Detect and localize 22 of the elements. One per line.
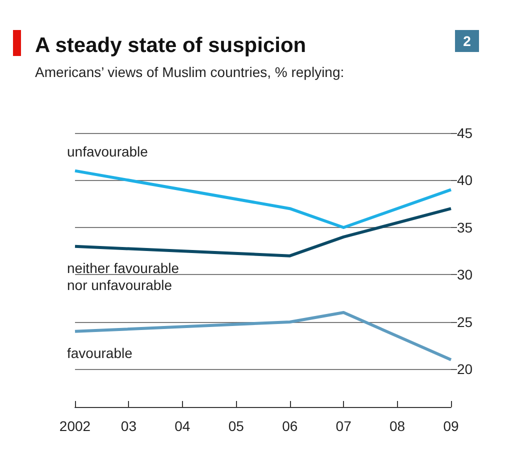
series-label: unfavourable [67, 143, 148, 160]
x-tick-label: 2002 [59, 418, 91, 434]
line-series [74, 207, 452, 258]
x-tick-label: 05 [228, 418, 244, 434]
y-tick-label: 20 [457, 361, 473, 378]
x-tick-label: 04 [174, 418, 190, 434]
chart-title: A steady state of suspicion [35, 34, 306, 57]
series-label: neither favourable nor unfavourable [67, 260, 180, 293]
x-tick-label: 08 [389, 418, 406, 434]
x-tick-label: 03 [120, 418, 137, 434]
y-tick-label: 30 [457, 266, 473, 283]
x-tick-label: 09 [443, 418, 459, 434]
x-tick-label: 07 [336, 418, 352, 434]
y-tick-label: 40 [457, 172, 473, 188]
line-series [74, 169, 452, 229]
y-tick-label: 35 [457, 219, 473, 236]
series-label: favourable [67, 344, 133, 361]
text: 2 [463, 33, 472, 49]
chart-subtitle: Americans’ views of Muslim countries, % replying: [35, 64, 344, 80]
y-tick-label: 45 [457, 125, 473, 141]
y-tick-label: 25 [457, 314, 473, 330]
x-tick-label: 06 [282, 418, 298, 434]
